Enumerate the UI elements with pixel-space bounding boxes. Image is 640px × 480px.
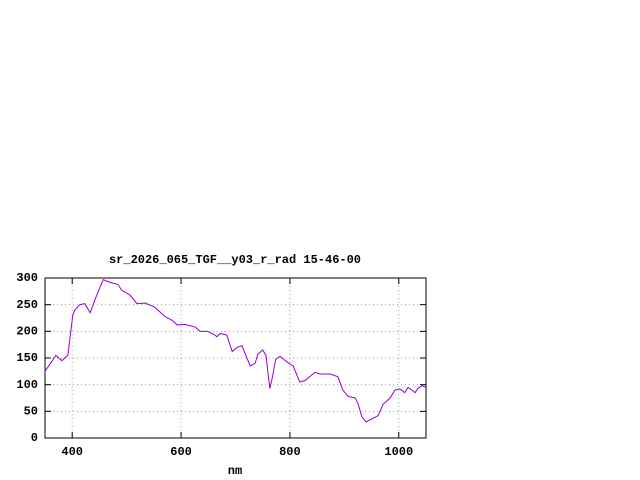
y-tick-label: 0: [31, 431, 38, 445]
x-tick-label: 400: [61, 445, 83, 459]
y-tick-label: 50: [24, 405, 38, 419]
x-tick-label: 1000: [384, 445, 413, 459]
plot-border: [44, 277, 427, 439]
y-tick-label: 100: [16, 378, 38, 392]
x-axis-label: nm: [228, 464, 242, 478]
y-tick-label: 150: [16, 351, 38, 365]
chart-title: sr_2026_065_TGF__y03_r_rad 15-46-00: [109, 253, 361, 267]
y-tick-label: 300: [16, 271, 38, 285]
y-tick-label: 200: [16, 325, 38, 339]
x-tick-label: 800: [279, 445, 301, 459]
y-tick-label: 250: [16, 298, 38, 312]
data-line: [44, 278, 427, 423]
x-tick-label: 600: [170, 445, 192, 459]
